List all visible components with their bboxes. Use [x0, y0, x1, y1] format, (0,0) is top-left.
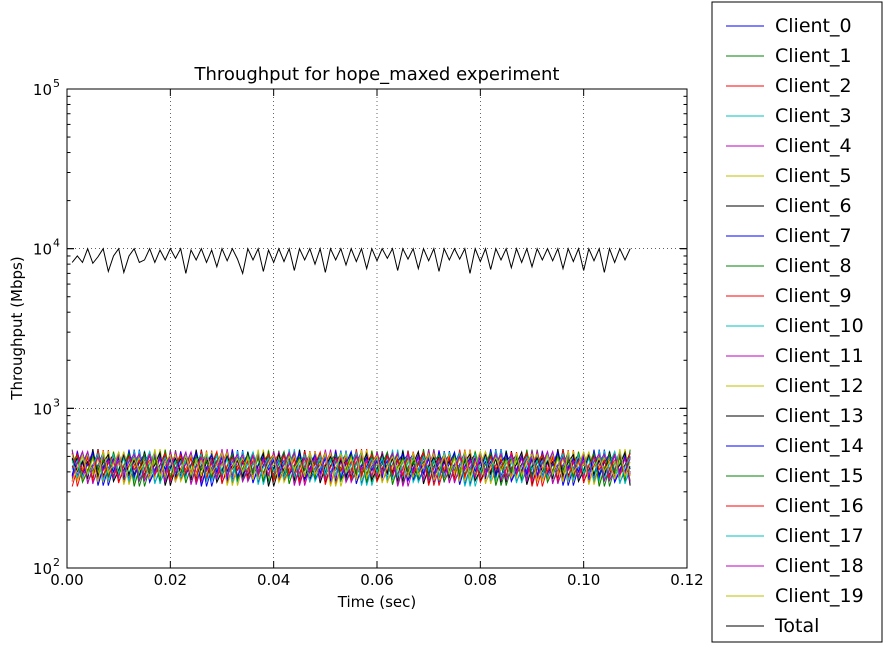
y-tick-exponent: 3 — [53, 396, 60, 409]
series-lines — [71, 246, 631, 487]
legend-label: Client_0 — [775, 15, 852, 37]
series-line-client-15 — [71, 448, 631, 487]
legend-label: Client_17 — [775, 525, 864, 547]
series-line-client-19 — [71, 448, 631, 487]
legend-label: Client_15 — [775, 465, 864, 487]
legend-box — [711, 1, 883, 643]
legend-label: Client_11 — [775, 345, 864, 367]
series-line-client-12 — [71, 448, 631, 487]
legend-label: Total — [774, 615, 819, 637]
y-axis-label: Throughput (Mbps) — [8, 256, 26, 400]
x-tick-labels: 0.00 0.02 0.04 0.06 0.08 0.10 0.12 — [50, 571, 703, 589]
legend-label: Client_18 — [775, 555, 864, 577]
legend-label: Client_6 — [775, 195, 852, 217]
x-tick-label: 0.12 — [670, 571, 703, 589]
y-tick-label: 10 — [33, 241, 52, 259]
x-tick-label: 0.10 — [567, 571, 600, 589]
series-line-client-16 — [71, 448, 631, 487]
legend-label: Client_5 — [775, 165, 852, 187]
legend-label: Client_4 — [775, 135, 852, 157]
legend-label: Client_2 — [775, 75, 852, 97]
chart-title: Throughput for hope_maxed experiment — [194, 64, 560, 85]
legend-label: Client_3 — [775, 105, 852, 127]
legend-label: Client_14 — [775, 435, 864, 457]
legend-label: Client_19 — [775, 585, 864, 607]
x-tick-label: 0.02 — [154, 571, 187, 589]
legend-label: Client_16 — [775, 495, 864, 517]
x-tick-label: 0.06 — [360, 571, 393, 589]
axis-ticks — [66, 88, 688, 569]
legend-label: Client_8 — [775, 255, 852, 277]
y-tick-exponent: 2 — [53, 556, 60, 569]
legend-label: Client_12 — [775, 375, 864, 397]
x-tick-label: 0.04 — [257, 571, 290, 589]
y-tick-label: 10 — [33, 560, 52, 578]
x-tick-label: 0.08 — [464, 571, 497, 589]
legend-label: Client_13 — [775, 405, 864, 427]
legend-label: Client_1 — [775, 45, 852, 67]
legend-label: Client_7 — [775, 225, 852, 247]
x-tick-label: 0.00 — [50, 571, 83, 589]
y-tick-label: 10 — [33, 400, 52, 418]
y-tick-exponent: 5 — [53, 77, 60, 90]
legend-label: Client_9 — [775, 285, 852, 307]
grid — [67, 89, 687, 568]
legend-label: Client_10 — [775, 315, 864, 337]
y-tick-label: 10 — [33, 81, 52, 99]
legend: Client_0 Client_1 Client_2 Client_3 Client_4… — [711, 1, 883, 643]
series-line-total — [71, 246, 631, 276]
series-line-client-17 — [71, 448, 631, 487]
x-axis-label: Time (sec) — [337, 593, 416, 611]
y-tick-exponent: 4 — [53, 237, 60, 250]
